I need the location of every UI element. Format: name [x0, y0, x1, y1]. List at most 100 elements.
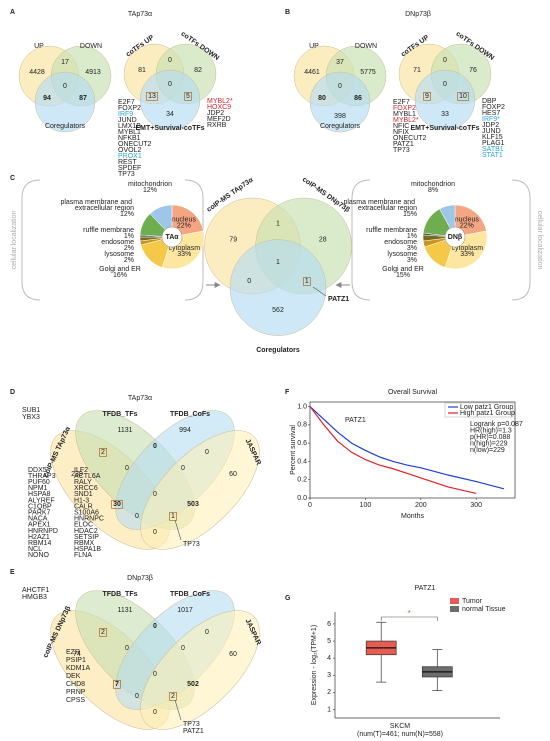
highlight-box — [99, 447, 107, 457]
y-tick-label: 2 — [327, 689, 331, 696]
venn-set-label: DOWN — [355, 43, 377, 50]
bracket — [21, 179, 41, 301]
pie-label: endosome — [101, 239, 134, 246]
gene-name: ONECUT2 — [393, 135, 427, 142]
highlight-box — [423, 91, 431, 101]
y-tick-label: 0.6 — [297, 440, 307, 447]
gene-name: SUB1 — [22, 407, 40, 414]
legend-box — [444, 402, 514, 418]
y-axis-label: Percent survival — [290, 425, 297, 475]
gene-name: STAT1 — [482, 152, 503, 159]
venn-set-label: Coregulators — [320, 123, 361, 130]
pie-label: Golgi and ER — [99, 266, 141, 273]
pie-value-label: 15% — [403, 211, 417, 218]
venn-count: 0 — [153, 623, 157, 630]
pie-label: ruffle membrane — [83, 227, 134, 234]
y-axis-label: Expression - log₂(TPM+1) — [311, 625, 318, 705]
callout-label: TP73 — [183, 721, 200, 728]
survival-line — [309, 406, 505, 490]
gene-name: HSPA8 — [28, 491, 51, 498]
venn-count: 60 — [229, 471, 237, 478]
venn-count: 1 — [305, 278, 309, 285]
pie-value-label: 22% — [177, 223, 191, 230]
venn-count: 0 — [443, 57, 447, 64]
pie-label: endosome — [384, 239, 417, 246]
venn-set-label: Coregulators — [256, 347, 300, 354]
gene-name: RALY — [74, 479, 92, 486]
gene-name: YBX3 — [22, 414, 40, 421]
survival-line — [309, 406, 477, 495]
gene-name: PSIP1 — [66, 657, 86, 664]
highlight-box — [146, 91, 158, 101]
venn-count: 562 — [272, 307, 284, 314]
venn-count: 4461 — [304, 69, 320, 76]
venn-count: 80 — [318, 95, 326, 102]
chart-subtitle: PATZ1 — [345, 417, 366, 424]
gene-name: THRAP3 — [28, 473, 56, 480]
callout-line — [174, 699, 182, 721]
venn-circle — [414, 69, 476, 131]
venn-count: 9 — [425, 93, 429, 100]
highlight-box — [302, 277, 311, 286]
gene-name: RXRB — [207, 122, 227, 129]
venn-count: 33 — [441, 111, 449, 118]
chart-title: Overall Survival — [388, 389, 437, 396]
gene-name: KLF15 — [482, 134, 503, 141]
gene-name: MYBL2* — [207, 98, 233, 105]
gene-name: AHCTF1 — [22, 587, 49, 594]
y-tick-label: 0.0 — [297, 495, 307, 502]
venn-count: 0 — [181, 465, 185, 472]
venn-circle — [309, 71, 371, 133]
gene-name: PLAG1 — [482, 140, 505, 147]
gene-name: PROX1 — [118, 153, 142, 160]
gene-name: EZR — [66, 649, 80, 656]
venn-count: 1 — [171, 513, 175, 520]
venn-count: 1131 — [117, 427, 132, 434]
gene-name: HDAC2 — [74, 528, 98, 535]
panel-label: F — [285, 389, 290, 396]
gene-name: HOXC9 — [207, 104, 231, 111]
chart-title: PATZ1 — [415, 585, 436, 592]
venn-count: 239 — [71, 471, 83, 478]
venn-count: 13 — [148, 93, 156, 100]
venn-set-label: UP — [34, 43, 44, 50]
gene-name: SETSIP — [74, 534, 99, 541]
gene-name: NPM1 — [28, 485, 48, 492]
venn-count: 81 — [138, 67, 146, 74]
gene-name: MYBL1 — [118, 129, 141, 136]
gene-name: RBM14 — [28, 540, 51, 547]
pie-value-label: 16% — [113, 272, 127, 279]
pie-label: nucleus — [455, 217, 480, 224]
venn-count: 86 — [354, 95, 362, 102]
gene-name: DDX5 — [28, 467, 47, 474]
venn-count: 82 — [194, 67, 202, 74]
legend-label: normal Tissue — [462, 606, 506, 613]
pie-value-label: 1% — [124, 233, 134, 240]
pie-label: nucleus — [172, 217, 197, 224]
gene-name: HNRNPC — [74, 516, 104, 523]
gene-name: ACTL6A — [74, 473, 101, 480]
x-axis-label: Months — [401, 513, 424, 520]
panel-label: B — [285, 9, 290, 16]
gene-name: XRCC6 — [74, 485, 98, 492]
gene-name: REST — [118, 159, 137, 166]
venn-set-label: Coregulators — [45, 123, 86, 130]
panel-title: DNp73β — [127, 575, 153, 582]
panel-label: D — [10, 389, 15, 396]
gene-name: NCL — [28, 546, 42, 553]
gene-name: PRNP — [66, 689, 86, 696]
gene-name: MYBL1 — [393, 111, 416, 118]
venn-set-label: EMT+Survival-coTFs — [410, 125, 479, 132]
x-axis-label: SKCM — [390, 723, 410, 730]
highlight-box — [169, 691, 177, 701]
gene-name: DEK — [66, 673, 81, 680]
x-tick-label: 100 — [360, 502, 372, 509]
x-tick-label: 0 — [308, 502, 312, 509]
venn-count: 2 — [101, 629, 105, 636]
pie-value-label: 2% — [124, 257, 134, 264]
gene-name: FOXP2 — [482, 104, 505, 111]
gene-name: S100A6 — [74, 510, 99, 517]
x-tick-label: 200 — [415, 502, 427, 509]
annotation: HR(high)=1.3 — [470, 427, 512, 434]
